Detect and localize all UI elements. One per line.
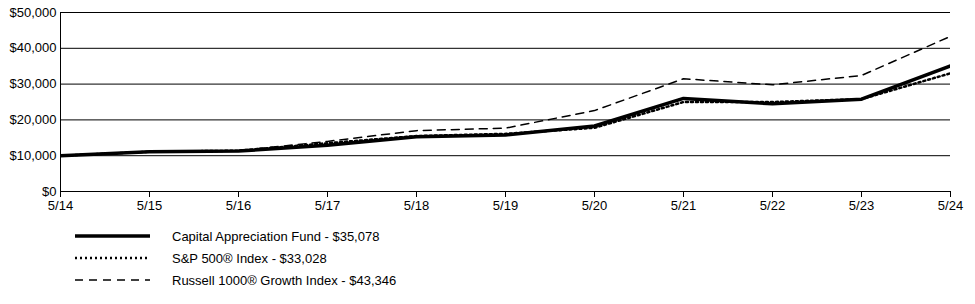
svg-text:5/21: 5/21 [671,198,696,213]
svg-text:5/19: 5/19 [493,198,518,213]
svg-text:5/22: 5/22 [760,198,785,213]
svg-text:$50,000: $50,000 [10,5,57,20]
svg-text:$20,000: $20,000 [10,112,57,127]
svg-text:5/16: 5/16 [226,198,251,213]
html-text:S&P 500® Index - $33,028: S&P 500® Index - $33,028 [172,250,327,266]
svg-text:5/18: 5/18 [404,198,429,213]
svg-text:5/23: 5/23 [849,198,874,213]
svg-text:5/24: 5/24 [938,198,963,213]
svg-text:5/17: 5/17 [315,198,340,213]
svg-text:$10,000: $10,000 [10,148,57,163]
svg-text:5/14: 5/14 [48,198,73,213]
svg-text:5/20: 5/20 [582,198,607,213]
html-text:Russell 1000® Growth Index - $: Russell 1000® Growth Index - $43,346 [172,272,397,288]
html-text:Capital Appreciation Fund - $3: Capital Appreciation Fund - $35,078 [172,228,380,244]
svg-text:$40,000: $40,000 [10,40,57,55]
svg-text:5/15: 5/15 [137,198,162,213]
svg-text:$0: $0 [42,184,56,199]
svg-text:$30,000: $30,000 [10,76,57,91]
